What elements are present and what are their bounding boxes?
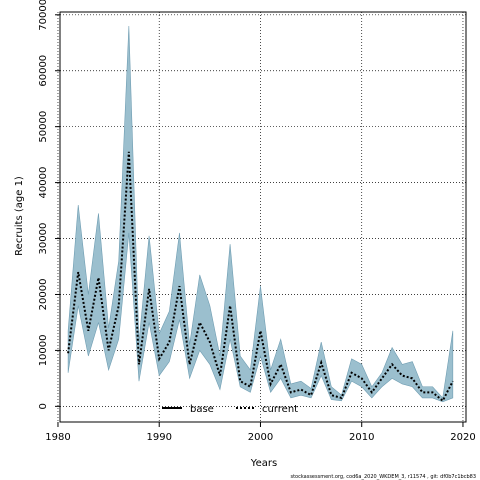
y-tick-label-40000: 40000 [38,167,49,199]
grid-lines [57,12,466,422]
legend-label-base: base [190,404,214,415]
plot-frame [59,11,467,423]
x-axis: 1980 1990 2000 2010 2020 [45,422,476,443]
x-tick-label-1980: 1980 [45,432,70,443]
x-tick-label-2000: 2000 [248,432,273,443]
x-axis-title: Years [250,458,277,469]
y-tick-label-0: 0 [38,403,49,409]
y-axis-title: Recruits (age 1) [14,176,25,256]
y-tick-label-50000: 50000 [38,111,49,143]
confidence-band [67,25,454,403]
x-tick-label-2010: 2010 [349,432,374,443]
y-tick-label-30000: 30000 [38,223,49,255]
y-tick-label-10000: 10000 [38,334,49,366]
legend-label-current: current [262,404,298,415]
legend: base current [162,404,298,415]
x-tick-label-1990: 1990 [146,432,171,443]
x-tick-label-2020: 2020 [450,432,475,443]
y-axis: 0 10000 20000 30000 40000 50000 60000 70000 [38,0,60,410]
y-tick-label-20000: 20000 [38,279,49,311]
footnote: stockassessment.org, cod6a_2020_WKDEM_3,… [290,474,476,480]
y-tick-label-70000: 70000 [38,0,49,31]
y-tick-label-60000: 60000 [38,55,49,87]
